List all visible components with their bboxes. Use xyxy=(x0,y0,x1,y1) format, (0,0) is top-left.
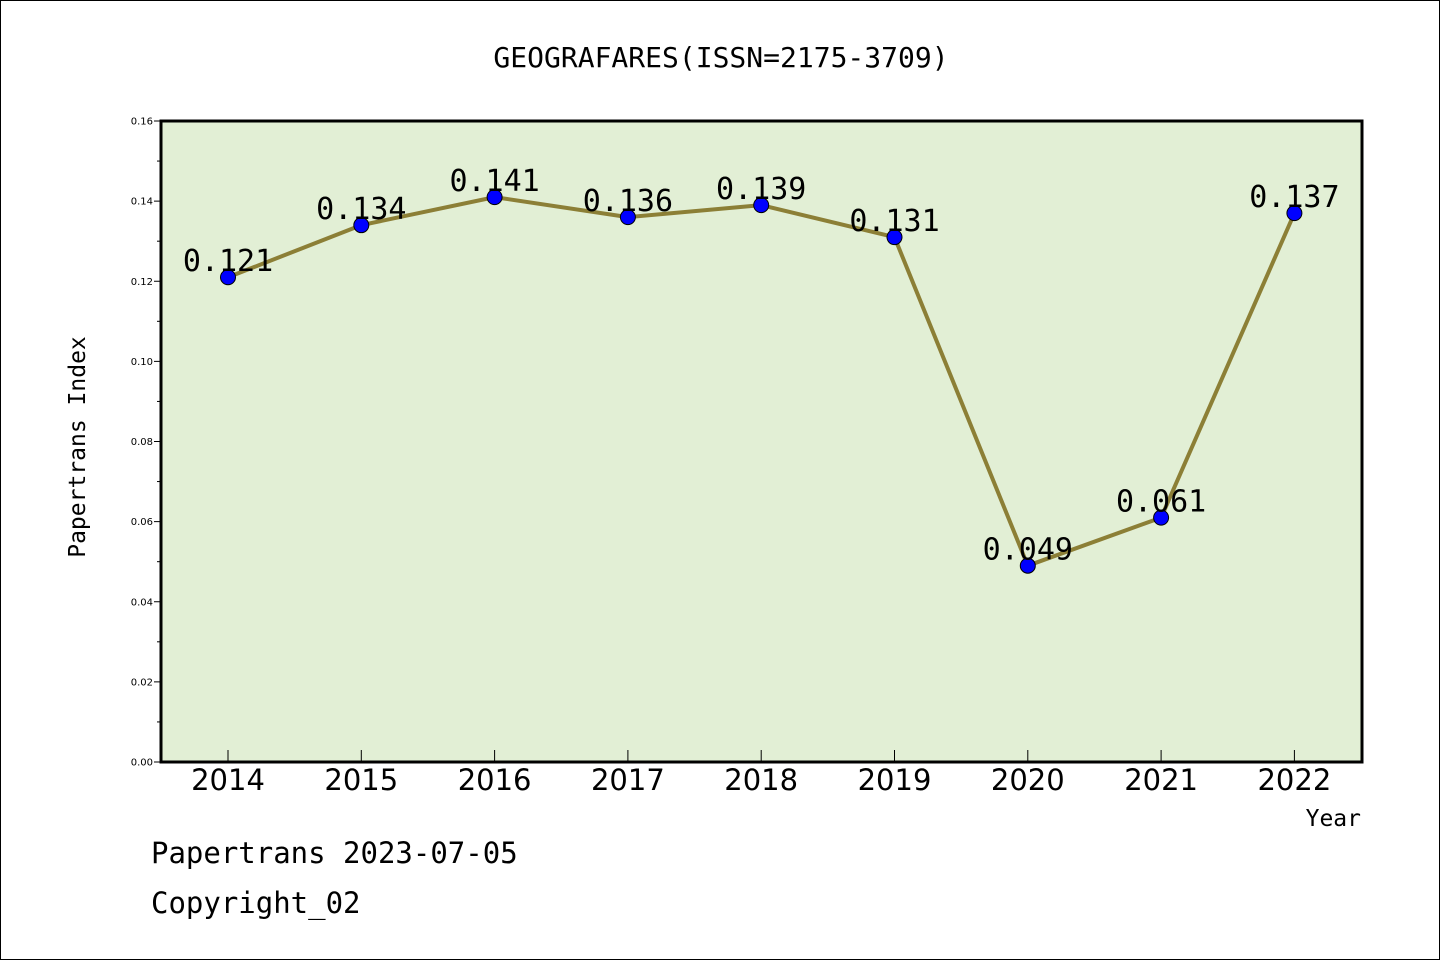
x-tick-label: 2016 xyxy=(458,763,532,797)
y-axis: 0.00 0.02 0.04 0.06 0.08 0.10 0.12 0.14 0.16 xyxy=(131,117,161,769)
y-tick-label: 0.00 xyxy=(131,758,153,769)
x-tick-label: 2020 xyxy=(991,763,1065,797)
footer-date-line: Papertrans 2023-07-05 xyxy=(151,836,518,870)
x-tick-label: 2019 xyxy=(858,763,932,797)
data-label: 0.061 xyxy=(1116,485,1206,520)
data-point xyxy=(1286,205,1303,222)
data-point xyxy=(886,229,903,246)
y-tick-label: 0.14 xyxy=(131,197,153,208)
data-label: 0.139 xyxy=(716,172,806,207)
chart-title: GEOGRAFARES(ISSN=2175-3709) xyxy=(493,41,948,74)
y-tick-label: 0.08 xyxy=(131,437,153,448)
data-point xyxy=(1153,509,1170,526)
y-tick-label: 0.06 xyxy=(131,517,153,528)
data-point xyxy=(753,197,770,214)
data-point xyxy=(353,217,370,234)
data-label: 0.049 xyxy=(983,533,1073,568)
data-point xyxy=(486,189,503,206)
y-tick-label: 0.16 xyxy=(131,117,153,128)
data-series: 0.121 0.134 0.141 0.136 0.139 0.131 0.049 0.061… xyxy=(183,164,1340,574)
data-label: 0.141 xyxy=(449,164,539,199)
x-tick-label: 2021 xyxy=(1124,763,1198,797)
x-tick-label: 2022 xyxy=(1257,763,1331,797)
y-tick-label: 0.04 xyxy=(131,597,153,608)
x-tick-label: 2015 xyxy=(324,763,398,797)
x-axis-label: Year xyxy=(1306,806,1361,832)
x-tick-label: 2017 xyxy=(591,763,665,797)
footer-copyright: Copyright_02 xyxy=(151,886,361,920)
y-tick-label: 0.12 xyxy=(131,277,153,288)
x-tick-label: 2018 xyxy=(724,763,798,797)
data-point xyxy=(619,209,636,226)
data-label: 0.137 xyxy=(1249,180,1339,215)
y-axis-label: Papertrans Index xyxy=(65,336,91,558)
x-axis: 2014 2015 2016 2017 2018 2019 2020 2021 2022 xyxy=(191,750,1331,797)
data-label: 0.121 xyxy=(183,244,273,279)
y-tick-label: 0.10 xyxy=(131,357,153,368)
data-label: 0.134 xyxy=(316,192,406,227)
y-tick-label: 0.02 xyxy=(131,677,153,688)
data-label: 0.136 xyxy=(583,184,673,219)
data-point xyxy=(1019,557,1036,574)
data-point xyxy=(220,269,236,286)
x-tick-label: 2014 xyxy=(191,763,265,797)
data-label: 0.131 xyxy=(849,204,939,239)
